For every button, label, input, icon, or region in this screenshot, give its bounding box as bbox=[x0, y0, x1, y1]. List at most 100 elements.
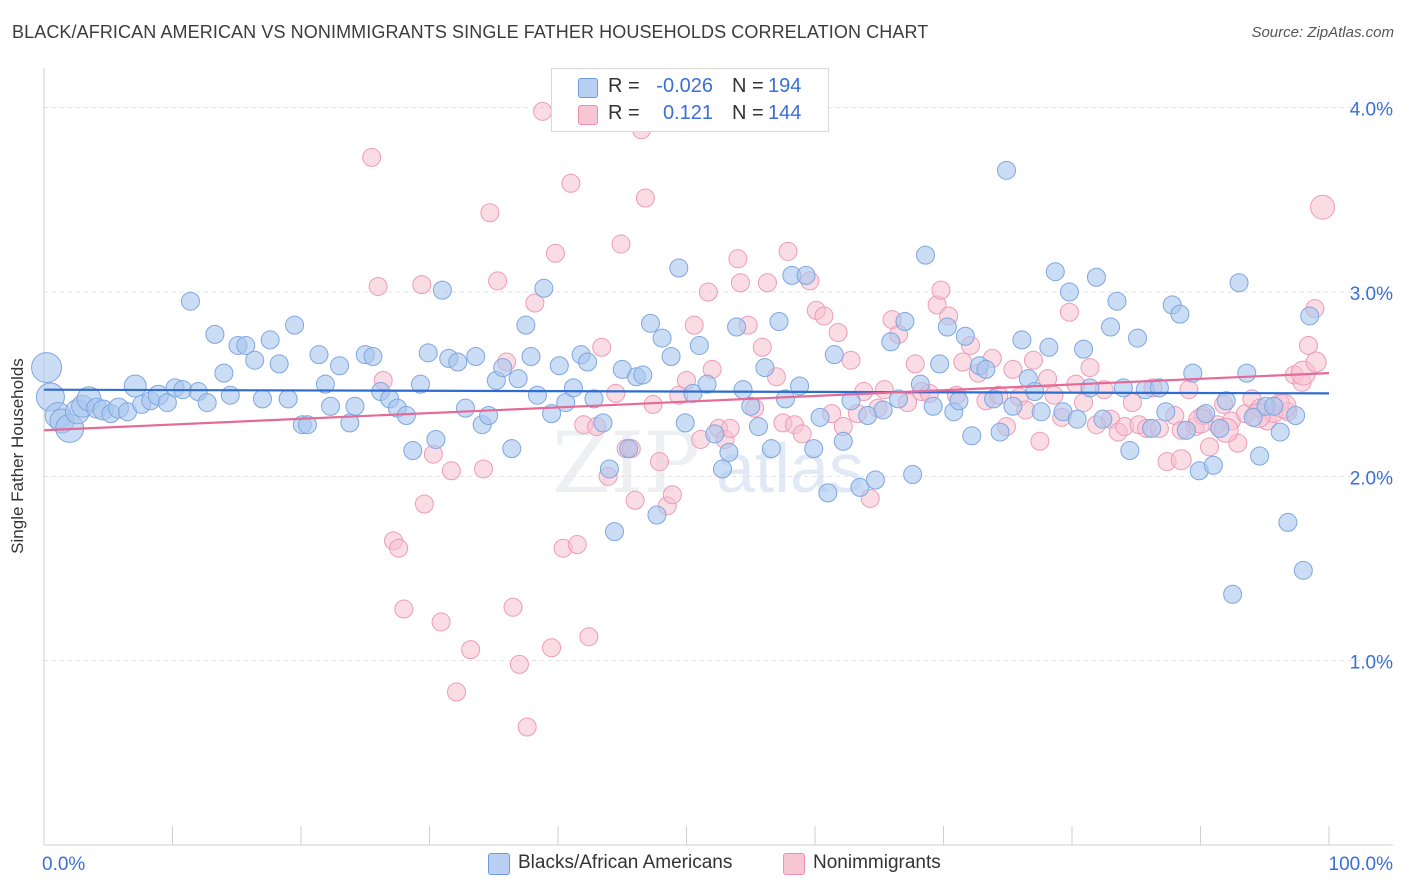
blacks-point bbox=[285, 315, 305, 335]
blacks-point bbox=[697, 374, 717, 394]
blacks-point bbox=[652, 328, 672, 348]
blacks-point bbox=[411, 374, 431, 394]
blacks-point bbox=[1086, 267, 1106, 287]
blacks-point bbox=[245, 350, 265, 370]
nonimmigrants-point bbox=[1170, 449, 1192, 471]
blacks-point bbox=[1176, 420, 1196, 440]
nonimmigrants-point bbox=[362, 147, 382, 167]
bottom-legend-swatch-blue bbox=[488, 853, 510, 875]
blacks-point bbox=[1067, 409, 1087, 429]
blacks-point bbox=[1223, 584, 1243, 604]
blacks-point bbox=[741, 396, 761, 416]
nonimmigrants-point bbox=[446, 682, 466, 702]
nonimmigrants-point bbox=[662, 485, 682, 505]
blacks-point bbox=[534, 278, 554, 298]
blacks-point bbox=[157, 393, 177, 413]
blacks-point bbox=[865, 470, 885, 490]
nonimmigrants-point bbox=[650, 452, 670, 472]
nonimmigrants-point bbox=[545, 243, 565, 263]
legend-r-label: R = bbox=[608, 75, 640, 97]
blacks-point bbox=[236, 335, 256, 355]
blacks-point bbox=[584, 389, 604, 409]
nonimmigrants-point bbox=[1179, 380, 1199, 400]
blacks-point bbox=[593, 413, 613, 433]
nonimmigrants-point bbox=[1310, 194, 1336, 220]
legend-n-value: 194 bbox=[768, 75, 802, 97]
blacks-point bbox=[881, 332, 901, 352]
nonimmigrants-trend-line bbox=[43, 371, 1330, 432]
blacks-point bbox=[1101, 317, 1121, 337]
nonimmigrants-point bbox=[606, 383, 626, 403]
blacks-point bbox=[1012, 330, 1032, 350]
blacks-point bbox=[930, 354, 950, 374]
blacks-point bbox=[923, 396, 943, 416]
blacks-point bbox=[345, 396, 365, 416]
nonimmigrants-point bbox=[473, 459, 493, 479]
nonimmigrants-point bbox=[394, 599, 414, 619]
nonimmigrants-point bbox=[488, 271, 508, 291]
tick-labels: 1.0% 2.0% 3.0% 4.0% 0.0% 100.0% bbox=[42, 100, 1393, 875]
nonimmigrants-point bbox=[1044, 385, 1064, 405]
nonimmigrants-point bbox=[509, 654, 529, 674]
blacks-point bbox=[810, 407, 830, 427]
bottom-legend-label: Blacks/African Americans bbox=[518, 852, 733, 873]
blacks-point bbox=[1250, 446, 1270, 466]
blacks-point bbox=[675, 413, 695, 433]
nonimmigrants-points bbox=[362, 101, 1336, 737]
blacks-point bbox=[418, 343, 438, 363]
nonimmigrants-point bbox=[533, 101, 553, 121]
blacks-point bbox=[1120, 441, 1140, 461]
legend-r-value: -0.026 bbox=[656, 75, 713, 97]
nonimmigrants-point bbox=[1305, 351, 1327, 373]
blacks-point bbox=[1128, 328, 1148, 348]
nonimmigrants-point bbox=[625, 490, 645, 510]
nonimmigrants-point bbox=[1199, 437, 1219, 457]
blacks-point bbox=[804, 439, 824, 459]
blacks-point bbox=[1107, 291, 1127, 311]
blacks-point bbox=[619, 439, 639, 459]
blacks-point bbox=[705, 424, 725, 444]
blacks-point bbox=[563, 378, 583, 398]
blacks-point bbox=[761, 439, 781, 459]
blacks-point bbox=[1031, 402, 1051, 422]
blacks-point bbox=[466, 347, 486, 367]
nonimmigrants-point bbox=[368, 276, 388, 296]
nonimmigrants-point bbox=[389, 538, 409, 558]
x-tick-label: 100.0% bbox=[1329, 854, 1394, 875]
blacks-point bbox=[31, 352, 63, 384]
nonimmigrants-point bbox=[542, 638, 562, 658]
blacks-point bbox=[889, 389, 909, 409]
y-tick-label: 1.0% bbox=[1350, 653, 1393, 674]
blacks-point bbox=[962, 426, 982, 446]
nonimmigrants-point bbox=[517, 717, 537, 737]
nonimmigrants-point bbox=[412, 275, 432, 295]
blacks-point bbox=[297, 415, 317, 435]
nonimmigrants-point bbox=[1023, 350, 1043, 370]
nonimmigrants-point bbox=[592, 337, 612, 357]
trend-lines bbox=[43, 371, 1330, 432]
blacks-point bbox=[330, 356, 350, 376]
blacks-point bbox=[493, 358, 513, 378]
blacks-point bbox=[818, 483, 838, 503]
axes bbox=[43, 68, 1393, 846]
blacks-point bbox=[873, 400, 893, 420]
legend-n-label: N = bbox=[732, 75, 764, 97]
nonimmigrants-point bbox=[1003, 359, 1023, 379]
blacks-point bbox=[1045, 262, 1065, 282]
nonimmigrants-point bbox=[730, 273, 750, 293]
nonimmigrants-point bbox=[728, 249, 748, 269]
blacks-point bbox=[1293, 560, 1313, 580]
legend-r-value: 0.121 bbox=[662, 102, 713, 124]
blacks-point bbox=[733, 380, 753, 400]
nonimmigrants-point bbox=[792, 424, 812, 444]
chart-source: Source: ZipAtlas.com bbox=[1251, 24, 1394, 41]
blacks-point bbox=[895, 311, 915, 331]
blacks-point bbox=[220, 385, 240, 405]
blacks-point bbox=[605, 522, 625, 542]
nonimmigrants-point bbox=[611, 234, 631, 254]
nonimmigrants-point bbox=[953, 352, 973, 372]
blacks-point bbox=[1142, 418, 1162, 438]
nonimmigrants-point bbox=[814, 306, 834, 326]
blacks-point bbox=[790, 376, 810, 396]
